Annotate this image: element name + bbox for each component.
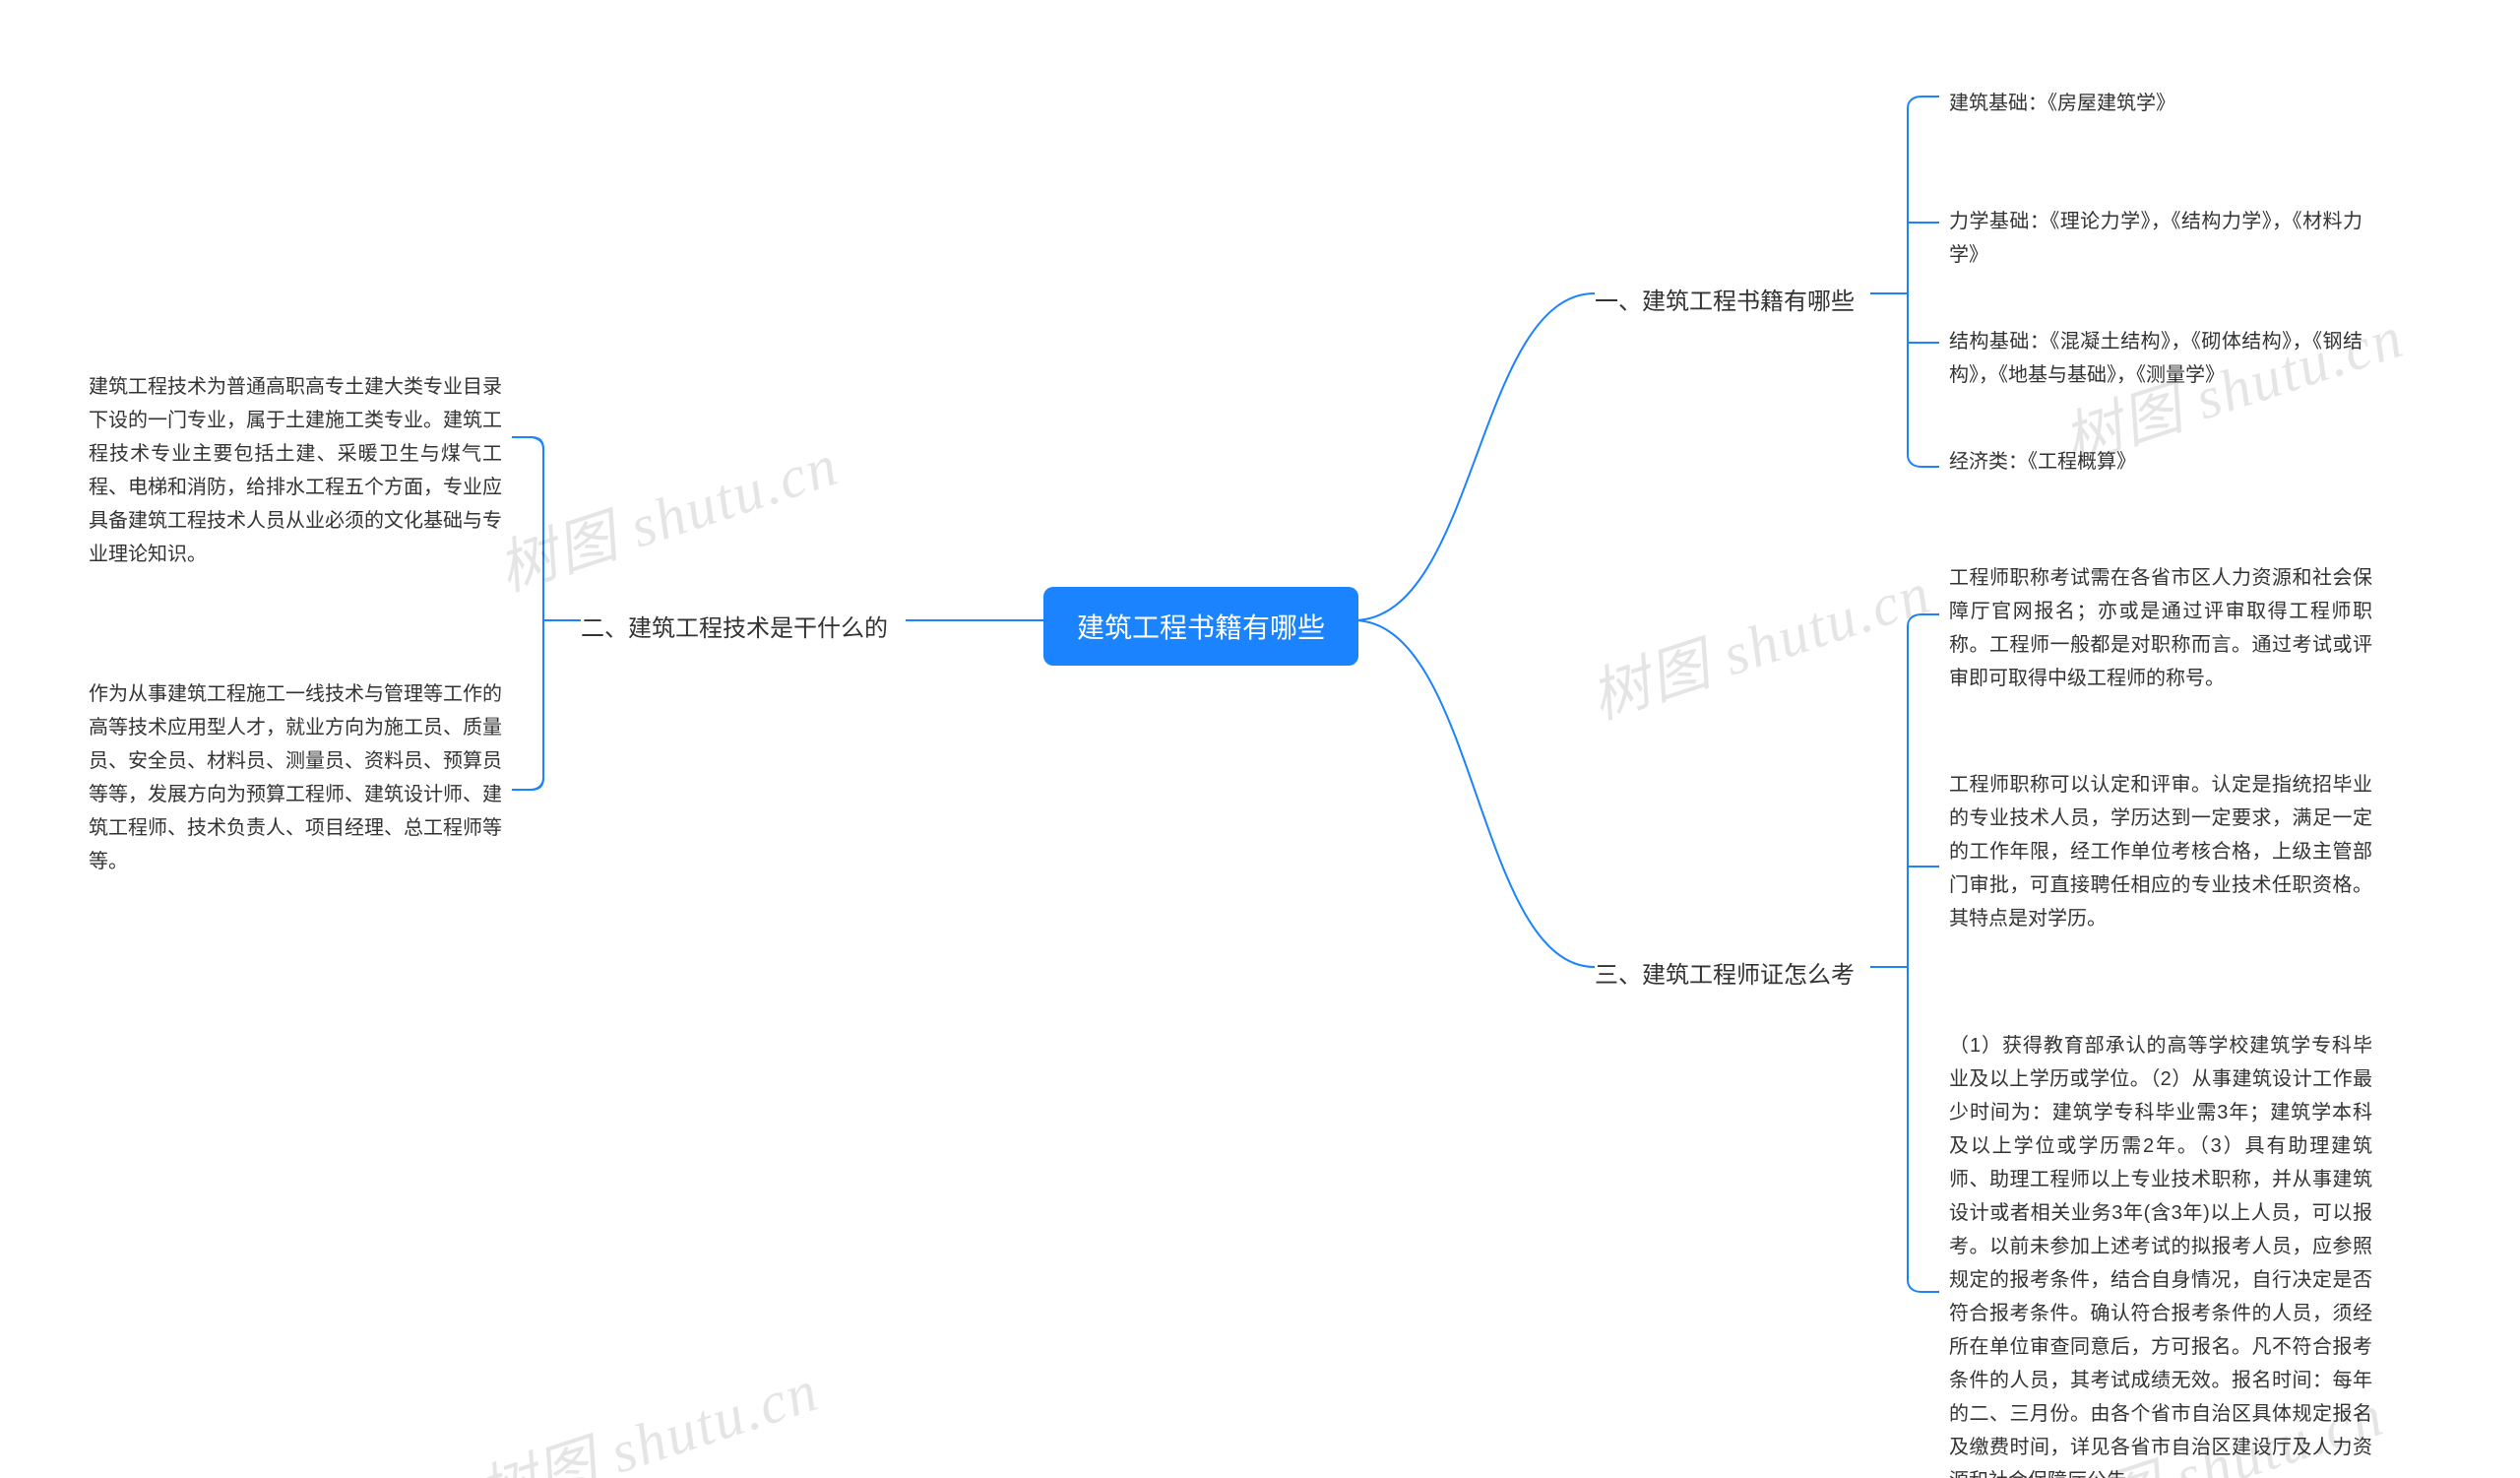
branch-right-1-label: 一、建筑工程书籍有哪些 — [1595, 289, 1855, 315]
watermark: 树图 shutu.cn — [466, 1342, 828, 1478]
leaf-r2-0-text: 工程师职称考试需在各省市区人力资源和社会保障厅官网报名；亦或是通过评审取得工程师… — [1949, 567, 2372, 689]
leaf-left-0: 建筑工程技术为普通高职高专土建大类专业目录下设的一门专业，属于土建施工类专业。建… — [89, 370, 502, 571]
watermark-text: 树图 shutu.cn — [1583, 560, 1938, 732]
leaf-r2-1: 工程师职称可以认定和评审。认定是指统招毕业的专业技术人员，学历达到一定要求，满足… — [1949, 768, 2372, 935]
leaf-r1-0-text: 建筑基础：《房屋建筑学》 — [1949, 93, 2175, 114]
branch-right-2[interactable]: 三、建筑工程师证怎么考 — [1595, 955, 1855, 990]
leaf-r1-0: 建筑基础：《房屋建筑学》 — [1949, 87, 2362, 120]
branch-right-1[interactable]: 一、建筑工程书籍有哪些 — [1595, 282, 1855, 316]
leaf-r1-2-text: 结构基础：《混凝土结构》，《砌体结构》，《钢结构》，《地基与基础》，《测量学》 — [1949, 331, 2362, 386]
root-label: 建筑工程书籍有哪些 — [1077, 612, 1325, 643]
root-node[interactable]: 建筑工程书籍有哪些 — [1043, 587, 1358, 666]
branch-right-2-label: 三、建筑工程师证怎么考 — [1595, 962, 1855, 989]
leaf-left-1: 作为从事建筑工程施工一线技术与管理等工作的高等技术应用型人才，就业方向为施工员、… — [89, 677, 502, 878]
leaf-r1-2: 结构基础：《混凝土结构》，《砌体结构》，《钢结构》，《地基与基础》，《测量学》 — [1949, 325, 2362, 392]
watermark-text: 树图 shutu.cn — [490, 432, 846, 604]
leaf-r1-1: 力学基础：《理论力学》，《结构力学》，《材料力学》 — [1949, 205, 2362, 272]
leaf-r1-3: 经济类：《工程概算》 — [1949, 445, 2362, 479]
leaf-r1-3-text: 经济类：《工程概算》 — [1949, 451, 2136, 473]
watermark: 树图 shutu.cn — [1578, 545, 1940, 736]
branch-left[interactable]: 二、建筑工程技术是干什么的 — [581, 609, 888, 643]
leaf-r2-2-text: （1）获得教育部承认的高等学校建筑学专科毕业及以上学历或学位。（2）从事建筑设计… — [1949, 1035, 2372, 1478]
leaf-r2-2: （1）获得教育部承认的高等学校建筑学专科毕业及以上学历或学位。（2）从事建筑设计… — [1949, 1029, 2372, 1478]
branch-left-label: 二、建筑工程技术是干什么的 — [581, 615, 888, 642]
leaf-r2-0: 工程师职称考试需在各省市区人力资源和社会保障厅官网报名；亦或是通过评审取得工程师… — [1949, 561, 2372, 695]
leaf-r1-1-text: 力学基础：《理论力学》，《结构力学》，《材料力学》 — [1949, 211, 2362, 266]
watermark-text: 树图 shutu.cn — [471, 1358, 826, 1478]
leaf-left-1-text: 作为从事建筑工程施工一线技术与管理等工作的高等技术应用型人才，就业方向为施工员、… — [89, 683, 502, 872]
watermark: 树图 shutu.cn — [485, 417, 848, 608]
leaf-left-0-text: 建筑工程技术为普通高职高专土建大类专业目录下设的一门专业，属于土建施工类专业。建… — [89, 376, 502, 565]
leaf-r2-1-text: 工程师职称可以认定和评审。认定是指统招毕业的专业技术人员，学历达到一定要求，满足… — [1949, 774, 2372, 930]
